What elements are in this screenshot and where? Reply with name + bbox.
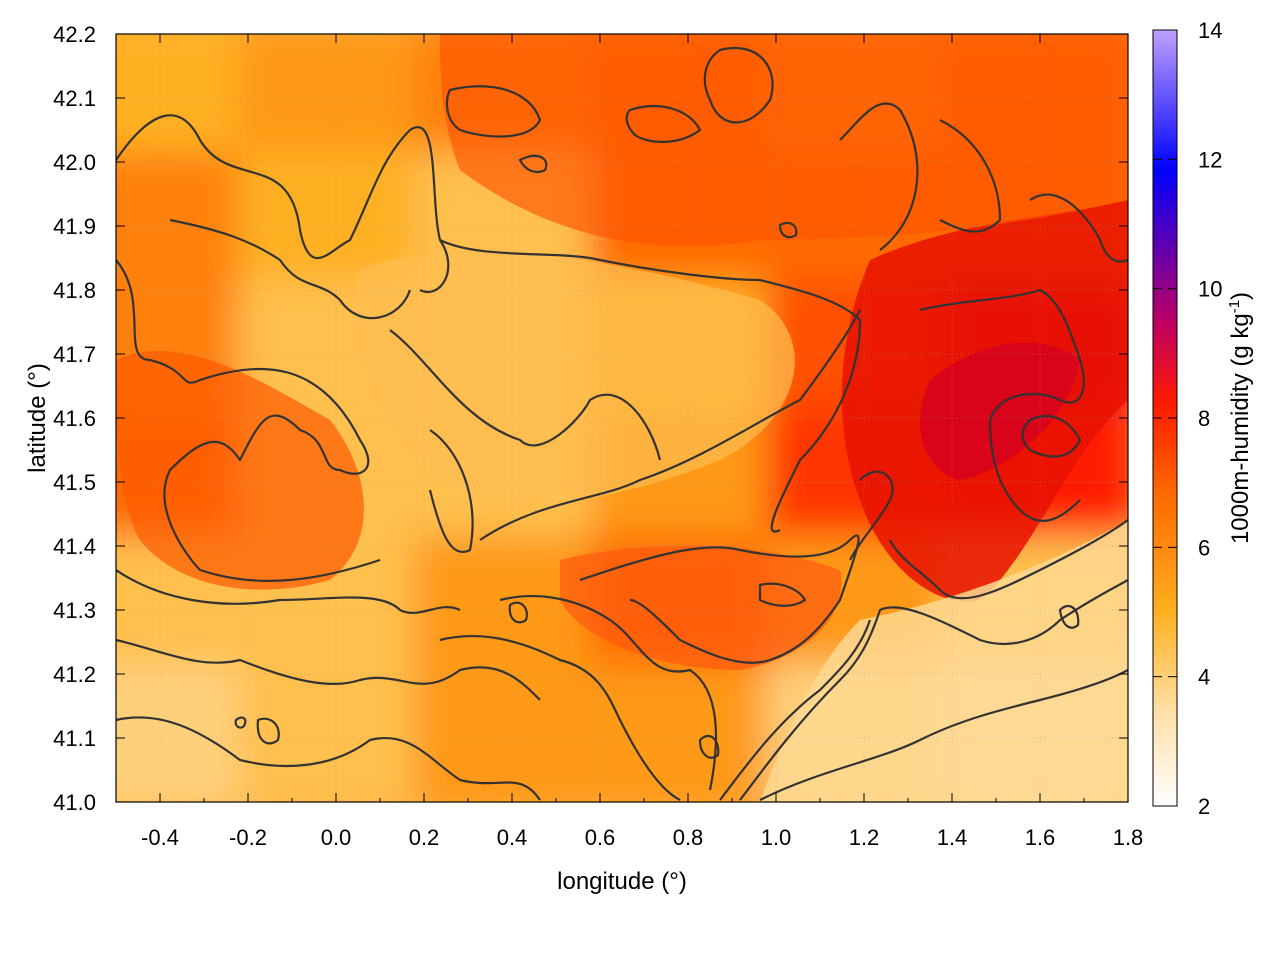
contour-line <box>499 594 718 791</box>
heat-cell <box>116 152 258 300</box>
colorbar-ticks: 2 4 6 8 10 12 14 <box>1153 18 1222 819</box>
contour-line <box>939 119 1002 233</box>
contour-line <box>703 47 774 124</box>
colorbar-tick-label: 14 <box>1198 18 1222 43</box>
y-tick-label: 42.1 <box>53 86 96 111</box>
x-tick-label: 1.8 <box>1113 825 1144 850</box>
contour-line <box>518 154 548 174</box>
contour-line <box>739 579 1128 801</box>
contour-line <box>116 638 541 701</box>
dry-region-center <box>354 251 795 502</box>
colorbar-tick-label: 12 <box>1198 147 1222 172</box>
contour-line <box>479 309 861 541</box>
contour-line <box>698 734 720 759</box>
contour-line <box>256 717 280 745</box>
x-tick-label: 0.0 <box>321 825 352 850</box>
x-tick-label: 1.4 <box>937 825 968 850</box>
contour-line <box>579 534 860 664</box>
heat-cell <box>116 664 258 802</box>
contour-line <box>1021 415 1082 458</box>
x-axis: -0.4 -0.2 0.0 0.2 0.4 0.6 0.8 1.0 1.2 1.4 1.6 1.8 <box>115 34 1144 850</box>
colorbar-title-sup: -1 <box>1226 300 1243 313</box>
contour-line <box>439 634 681 801</box>
contour-line <box>778 221 798 239</box>
peak-humidity-core <box>920 342 1080 480</box>
contour-line <box>389 329 662 461</box>
contour-line <box>889 519 1128 600</box>
contour-line <box>625 105 702 144</box>
contour-line <box>116 716 541 801</box>
contour-line <box>758 582 807 607</box>
y-tick-label: 41.3 <box>53 598 96 623</box>
x-tick-label: 1.0 <box>761 825 792 850</box>
x-tick-label: -0.4 <box>141 825 179 850</box>
colorbar: 2 4 6 8 10 12 14 1000m-humidity (g kg-1) <box>1152 18 1254 819</box>
y-tick-label: 41.0 <box>53 790 96 815</box>
y-tick-label: 41.1 <box>53 726 96 751</box>
contour-line <box>439 239 862 533</box>
y-axis: 41.0 41.1 41.2 41.3 41.4 41.5 41.6 41.7 41.8 41.9… <box>53 22 1128 815</box>
contour-line <box>508 601 528 624</box>
y-tick-label: 41.4 <box>53 534 96 559</box>
y-tick-label: 41.7 <box>53 342 96 367</box>
contour-line <box>169 218 412 320</box>
colorbar-tick-label: 8 <box>1198 406 1210 431</box>
x-tick-label: 0.2 <box>409 825 440 850</box>
colorbar-tick-label: 2 <box>1198 794 1210 819</box>
contour-line <box>116 569 461 614</box>
x-tick-label: -0.2 <box>229 825 267 850</box>
contour-line <box>719 619 872 801</box>
moist-region-west <box>116 350 364 590</box>
y-tick-label: 41.2 <box>53 662 96 687</box>
heat-cell <box>116 34 258 172</box>
contour-line <box>428 429 474 553</box>
contour-line <box>116 259 381 582</box>
contour-line <box>234 716 247 729</box>
contour-line <box>445 85 542 138</box>
y-tick-label: 41.6 <box>53 406 96 431</box>
colorbar-title-main: 1000m-humidity (g kg <box>1227 313 1254 544</box>
x-tick-label: 0.8 <box>673 825 704 850</box>
x-tick-label: 0.4 <box>497 825 528 850</box>
contour-line <box>759 669 1128 801</box>
x-tick-label: 1.2 <box>849 825 880 850</box>
y-tick-label: 42.0 <box>53 150 96 175</box>
y-tick-label: 41.9 <box>53 214 96 239</box>
dry-region-southeast <box>760 520 1128 802</box>
colorbar-tick-label: 10 <box>1198 277 1222 302</box>
contour-line <box>839 102 919 251</box>
contour-line <box>116 114 450 293</box>
x-tick-label: 0.6 <box>585 825 616 850</box>
contour-lines <box>116 47 1128 801</box>
y-tick-label: 42.2 <box>53 22 96 47</box>
colorbar-tick-label: 6 <box>1198 535 1210 560</box>
colorbar-title: 1000m-humidity (g kg-1) <box>1226 292 1254 544</box>
y-axis-title: latitude (°) <box>24 363 51 473</box>
y-tick-label: 41.5 <box>53 470 96 495</box>
moist-region-north <box>440 34 1128 247</box>
y-tick-label: 41.8 <box>53 278 96 303</box>
x-tick-label: 1.6 <box>1025 825 1056 850</box>
colorbar-title-end: ) <box>1227 292 1254 300</box>
contour-line <box>1029 193 1128 263</box>
contour-line <box>1058 604 1080 629</box>
colorbar-tick-label: 4 <box>1198 665 1210 690</box>
contour-line <box>849 470 894 561</box>
x-axis-title: longitude (°) <box>557 868 687 895</box>
contour-line <box>919 288 1085 522</box>
